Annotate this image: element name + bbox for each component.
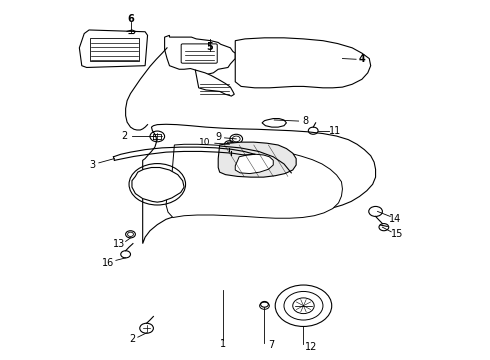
Polygon shape xyxy=(79,30,147,67)
Text: 2: 2 xyxy=(129,334,135,344)
Polygon shape xyxy=(235,38,371,88)
Polygon shape xyxy=(196,70,234,96)
Polygon shape xyxy=(262,118,287,127)
Polygon shape xyxy=(165,35,235,75)
Text: 15: 15 xyxy=(391,229,403,239)
Text: 11: 11 xyxy=(329,126,341,136)
Text: 14: 14 xyxy=(389,213,401,224)
FancyBboxPatch shape xyxy=(90,38,139,62)
FancyBboxPatch shape xyxy=(181,44,217,63)
Text: 16: 16 xyxy=(102,258,115,268)
Text: 10: 10 xyxy=(199,138,211,147)
Text: 12: 12 xyxy=(305,342,317,352)
Text: 9: 9 xyxy=(215,132,221,142)
Polygon shape xyxy=(166,144,343,218)
Text: 4: 4 xyxy=(359,54,366,64)
Text: 3: 3 xyxy=(90,160,96,170)
Text: 7: 7 xyxy=(269,340,275,350)
Text: 6: 6 xyxy=(127,14,134,23)
Polygon shape xyxy=(132,167,184,202)
Text: 8: 8 xyxy=(303,116,309,126)
Polygon shape xyxy=(143,124,375,244)
Text: 1: 1 xyxy=(220,339,226,349)
Polygon shape xyxy=(218,142,296,177)
Text: 13: 13 xyxy=(113,239,125,249)
Polygon shape xyxy=(235,154,273,174)
Text: 5: 5 xyxy=(207,42,213,52)
Text: 2: 2 xyxy=(121,131,127,141)
